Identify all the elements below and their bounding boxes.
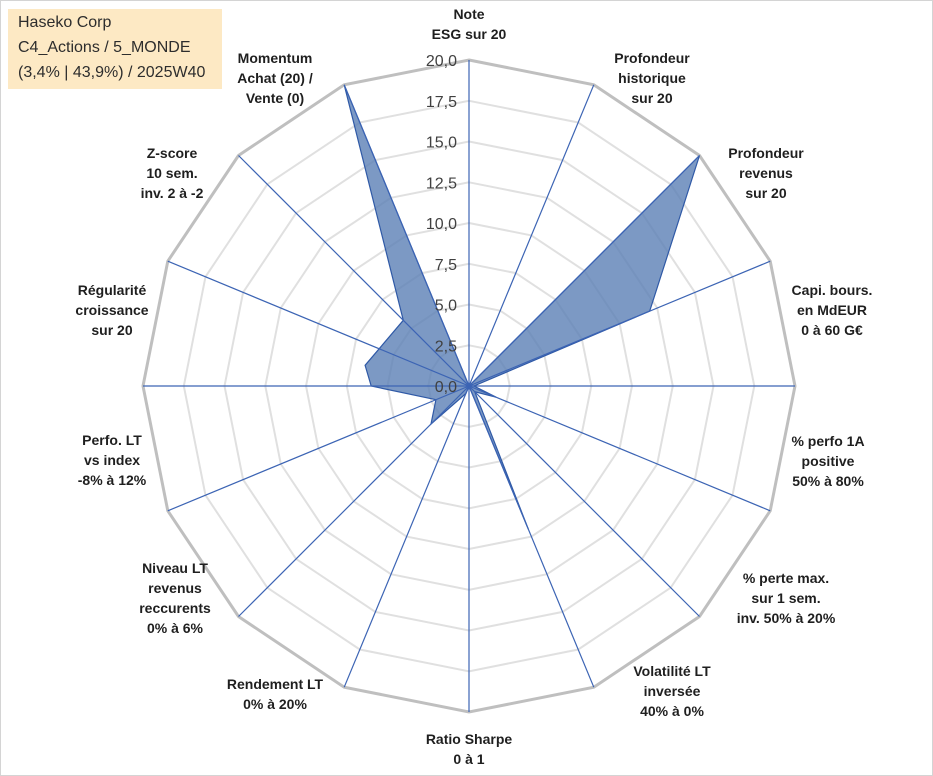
axis-spoke — [468, 385, 771, 512]
tick-labels-layer: 0,0 2,5 5,0 7,5 10,0 12,5 15,0 17,5 20,0 — [426, 53, 457, 396]
axis-spoke — [468, 385, 700, 617]
axis-label: Profondeur historique sur 20 — [614, 50, 690, 106]
axis-spoke — [468, 84, 595, 387]
tick-label: 17,5 — [426, 94, 457, 111]
axis-label: Profondeur revenus sur 20 — [728, 145, 804, 201]
tick-label: 7,5 — [435, 257, 457, 274]
tick-label: 12,5 — [426, 175, 457, 192]
axis-label: Volatilité LT inversée 40% à 0% — [633, 663, 711, 719]
company-name: Haseko Corp — [18, 14, 112, 31]
info-box: Haseko Corp C4_Actions / 5_MONDE (3,4% |… — [8, 9, 222, 89]
axis-label: Niveau LT revenus reccurents 0% à 6% — [139, 560, 211, 636]
axis-label: Ratio Sharpe 0 à 1 — [426, 731, 513, 767]
axis-label: Capi. bours. en MdEUR 0 à 60 G€ — [792, 282, 873, 338]
axis-label: Perfo. LT vs index -8% à 12% — [78, 432, 147, 488]
axis-spoke — [468, 155, 700, 387]
period-label: (3,4% | 43,9%) / 2025W40 — [18, 64, 206, 81]
axis-label: Z-score 10 sem. inv. 2 à -2 — [141, 145, 204, 201]
tick-label: 5,0 — [435, 298, 457, 315]
axis-label: Note ESG sur 20 — [432, 6, 507, 42]
tick-label: 2,5 — [435, 338, 457, 355]
tick-label: 0,0 — [435, 379, 457, 396]
axis-label: Momentum Achat (20) / Vente (0) — [237, 50, 313, 106]
axis-spoke — [167, 385, 470, 512]
category-label: C4_Actions / 5_MONDE — [18, 39, 191, 56]
axis-label: % perfo 1A positive 50% à 80% — [791, 433, 864, 489]
axis-spoke — [343, 84, 470, 387]
axis-label: Régularité croissance sur 20 — [75, 282, 148, 338]
axis-spoke — [468, 385, 595, 688]
axis-spoke — [238, 155, 470, 387]
axis-spoke — [238, 385, 470, 617]
axis-lines-layer — [143, 60, 795, 712]
axis-spoke — [167, 260, 470, 387]
tick-label: 10,0 — [426, 216, 457, 233]
axis-spoke — [343, 385, 470, 688]
axis-label: Rendement LT 0% à 20% — [227, 676, 324, 712]
axis-label: % perte max. sur 1 sem. inv. 50% à 20% — [737, 570, 836, 626]
axis-labels-layer: Note ESG sur 20 Profondeur historique sur 20… — [75, 6, 872, 767]
tick-label: 15,0 — [426, 135, 457, 152]
axis-spoke — [468, 260, 771, 387]
tick-label: 20,0 — [426, 53, 457, 70]
